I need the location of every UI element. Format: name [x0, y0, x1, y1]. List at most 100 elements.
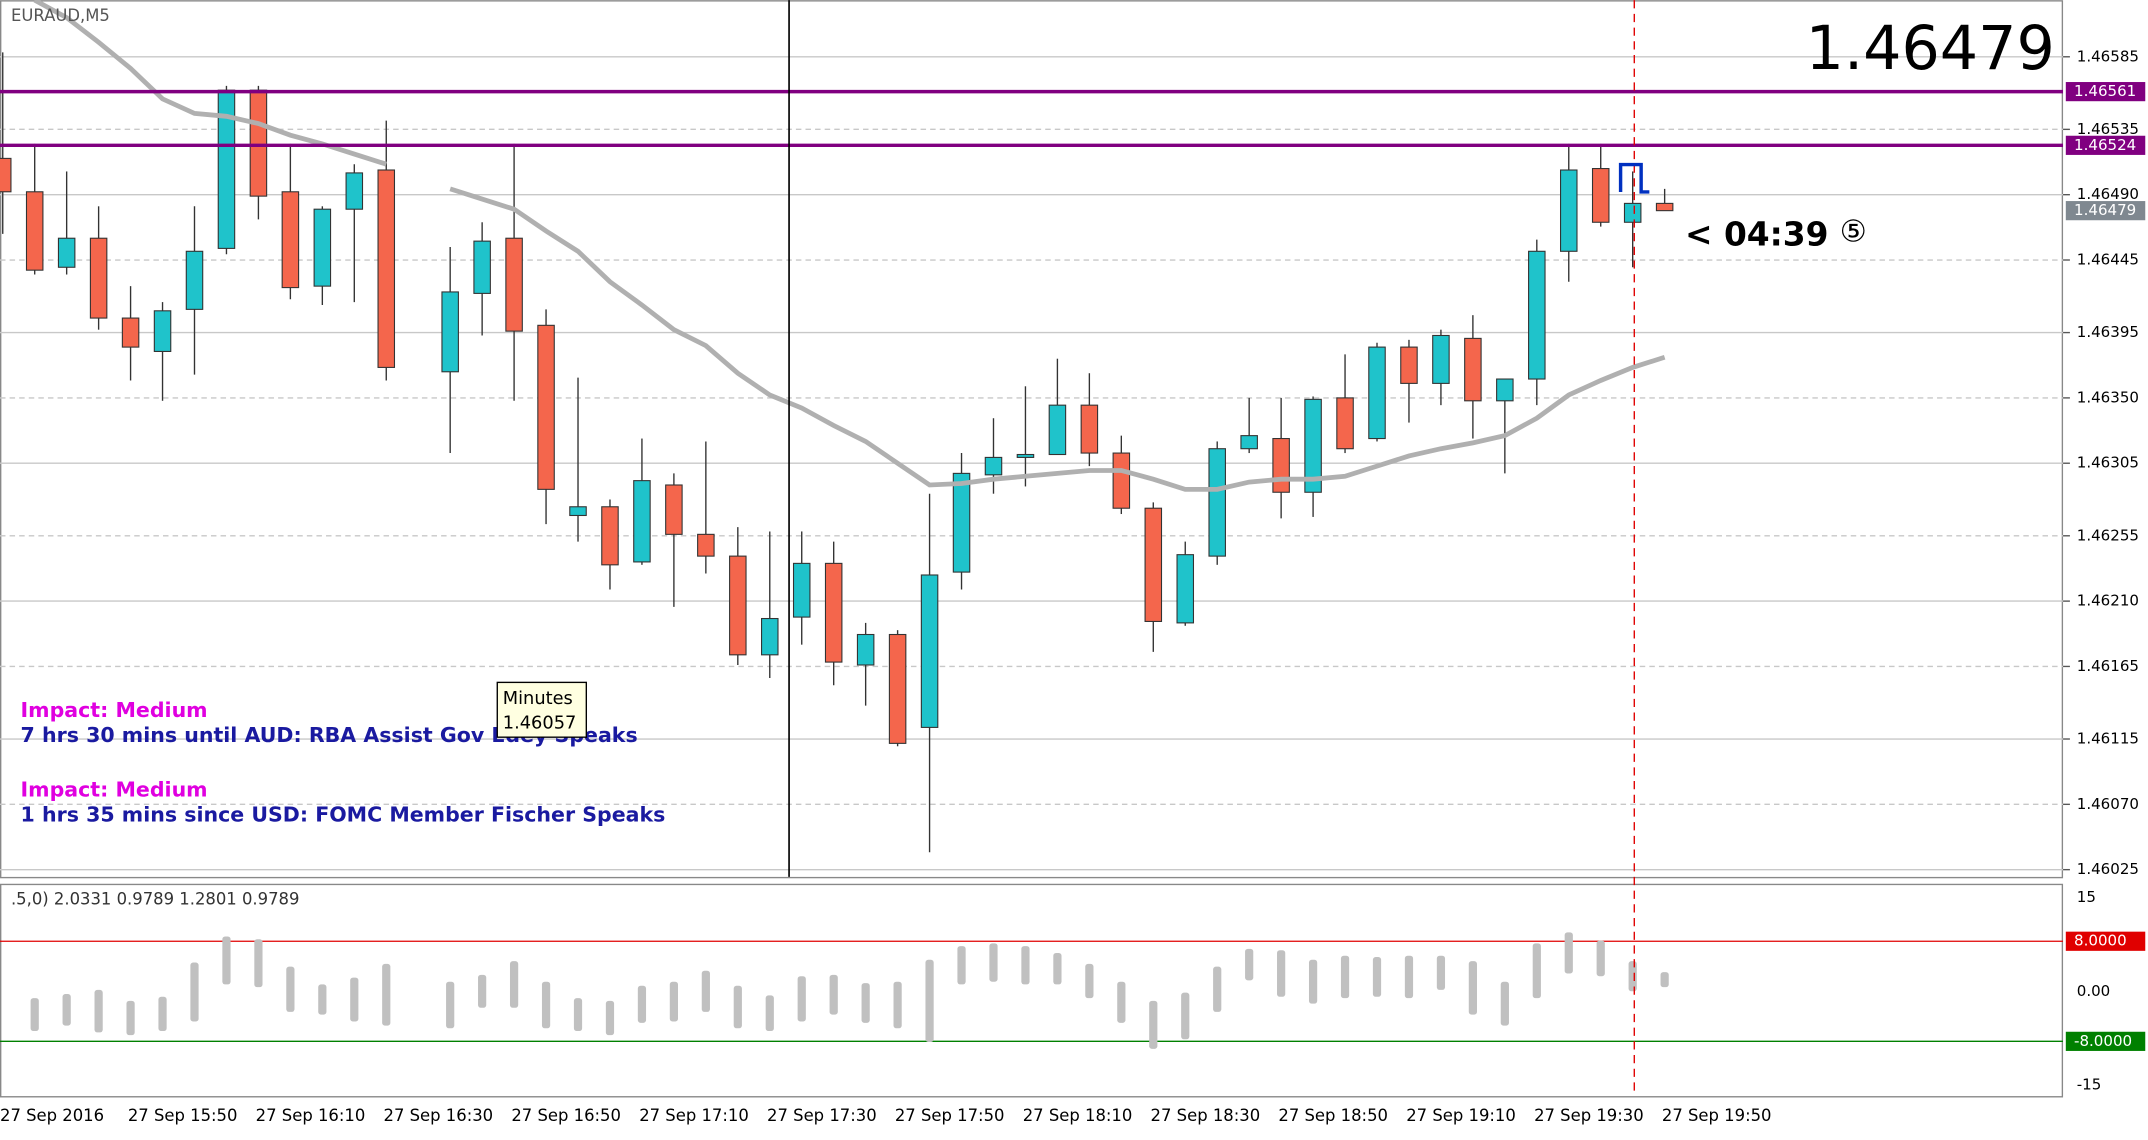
y-tick-label: 1.46165 — [2077, 657, 2139, 675]
main-plot — [0, 0, 2064, 871]
candle-body — [1623, 202, 1642, 223]
oscillator-bar — [1532, 943, 1541, 999]
oscillator-bar — [573, 998, 583, 1032]
oscillator-bar — [765, 995, 774, 1032]
y-tick-label: 1.46025 — [2077, 860, 2139, 878]
oscillator-bar — [989, 943, 998, 982]
candle-body — [1464, 337, 1482, 402]
y-tick-label: 1.46255 — [2077, 526, 2139, 544]
candle-body — [1080, 404, 1099, 454]
oscillator-bar — [1053, 952, 1062, 985]
oscillator-bar — [1308, 959, 1318, 1004]
y-tick-label: 1.46070 — [2077, 795, 2139, 813]
candle-body — [824, 562, 843, 663]
oscillator-bar — [478, 974, 487, 1008]
oscillator-bar — [957, 946, 966, 985]
x-tick-label: 27 Sep 19:10 — [1406, 1106, 1516, 1125]
y-tick-label: 1.46445 — [2077, 251, 2139, 269]
candle-body — [441, 291, 459, 373]
y-tick-label: 1.46305 — [2077, 454, 2139, 472]
oscillator-bar — [669, 981, 679, 1022]
candle-body — [1272, 437, 1290, 493]
oscillator-bar — [158, 996, 167, 1032]
x-tick-label: 27 Sep 17:10 — [639, 1106, 749, 1125]
x-tick-label: 27 Sep 16:10 — [256, 1106, 366, 1125]
tooltip-title: Minutes — [503, 688, 573, 709]
bid-display: 1.46479 — [1806, 14, 2055, 84]
candle-body — [1496, 378, 1514, 402]
hline-label-box — [2065, 135, 2146, 155]
oscillator-bar — [382, 963, 391, 1026]
candle-body — [601, 506, 619, 566]
candle-body — [377, 169, 396, 368]
oscillator-bar — [1340, 955, 1350, 999]
oscillator-bar — [1564, 932, 1573, 974]
candle-body — [1336, 397, 1354, 450]
candle-body — [1591, 168, 1610, 223]
overlay — [788, 0, 1650, 1097]
candle-body — [1144, 507, 1163, 622]
indicator-plot — [0, 932, 2064, 1049]
candle-body — [1176, 554, 1195, 624]
oscillator-bar — [1628, 961, 1637, 992]
level-label: 8.0000 — [2074, 932, 2127, 950]
oscillator-bar — [286, 966, 295, 1012]
oscillator-bar — [925, 959, 934, 1042]
x-tick-label: 27 Sep 18:50 — [1278, 1106, 1388, 1125]
oscillator-bar — [1085, 963, 1094, 999]
oscillator-bar — [30, 998, 39, 1032]
y-tick-label: 1.46585 — [2077, 47, 2139, 65]
tooltip — [496, 681, 588, 738]
oscillator-bar — [446, 981, 455, 1029]
oscillator-bar — [1149, 1000, 1158, 1049]
hline-label: 1.46524 — [2074, 136, 2136, 154]
candle-body — [57, 237, 76, 268]
oscillator-bar — [861, 983, 870, 1023]
oscillator-bar — [829, 974, 838, 1015]
x-tick-label: 27 Sep 16:50 — [511, 1106, 621, 1125]
level-label: -8.0000 — [2074, 1032, 2132, 1050]
oscillator-bar — [1181, 992, 1190, 1040]
x-tick-label: 27 Sep 19:50 — [1662, 1106, 1772, 1125]
indicator-frame — [0, 883, 2064, 1098]
candle-body — [25, 191, 44, 271]
bid-label-box — [2065, 201, 2146, 221]
candle-body — [1240, 435, 1258, 450]
candle-body — [505, 237, 523, 332]
candle-body — [761, 617, 779, 656]
x-tick-label: 27 Sep 19:30 — [1534, 1106, 1644, 1125]
oscillator-bar — [1436, 955, 1446, 990]
y-tick-label: -15 — [2077, 1076, 2102, 1094]
candle-body — [920, 574, 939, 728]
trade-arrow — [1618, 162, 1650, 194]
moving-average — [449, 186, 1666, 492]
x-tick-label: 27 Sep 15:50 — [128, 1106, 238, 1125]
candle-body — [1528, 250, 1546, 380]
oscillator-bar — [701, 970, 710, 1012]
candle-body — [0, 157, 12, 193]
tooltip-value: 1.46057 — [503, 712, 577, 733]
oscillator-bar — [1468, 961, 1477, 1015]
x-tick-label: 27 Sep 16:30 — [384, 1106, 494, 1125]
candle-body — [313, 208, 332, 287]
candle-body — [1559, 169, 1578, 252]
oscillator-bar — [509, 961, 519, 1008]
oscillator-bar — [94, 989, 103, 1033]
level-label-box — [2065, 1031, 2146, 1051]
oscillator-bar — [541, 981, 551, 1029]
candle-body — [984, 456, 1003, 476]
x-tick-label: 27 Sep 18:30 — [1151, 1106, 1261, 1125]
y-tick-label: 1.46350 — [2077, 388, 2139, 406]
oscillator-bar — [1660, 972, 1669, 988]
news-text: 7 hrs 30 mins until AUD: RBA Assist Gov … — [21, 723, 638, 747]
candle-body — [633, 480, 651, 563]
oscillator-bar — [222, 936, 231, 985]
oscillator-bar — [637, 985, 647, 1023]
oscillator-bar — [1277, 950, 1286, 997]
candle-body — [1016, 453, 1035, 458]
oscillator-bar — [126, 1000, 135, 1036]
candle-body — [345, 172, 364, 210]
candle-body — [473, 240, 491, 294]
candle-body — [1368, 346, 1386, 440]
